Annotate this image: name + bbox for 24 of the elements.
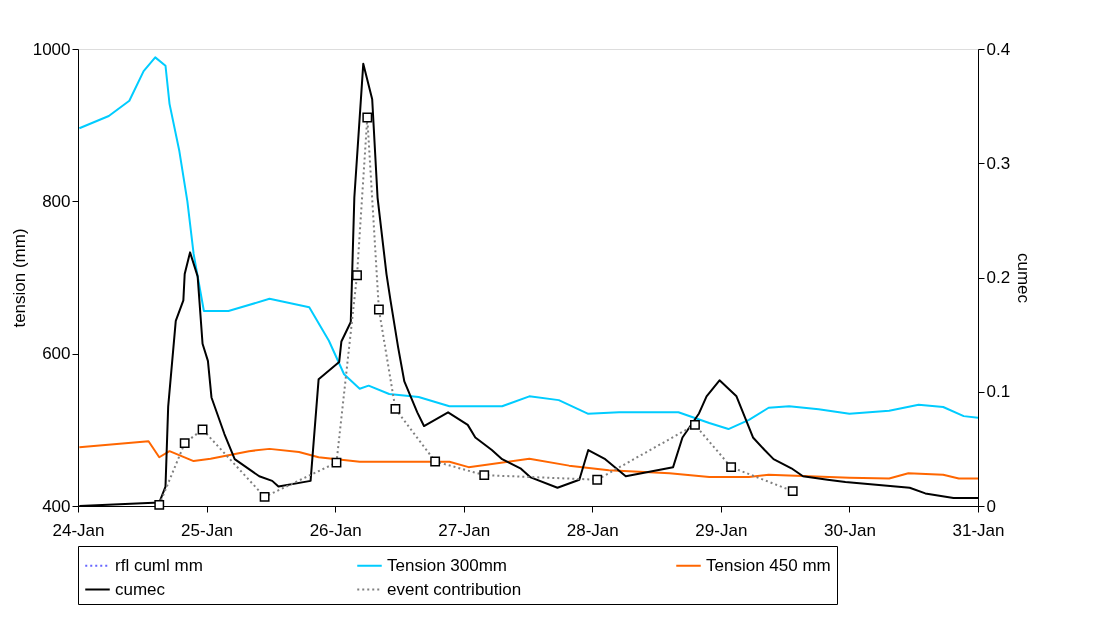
x-tick-label: 24-Jan bbox=[52, 520, 105, 540]
x-tick-label: 30-Jan bbox=[823, 520, 876, 540]
x-tick-label: 26-Jan bbox=[309, 520, 362, 540]
legend-label: Tension 450 mm bbox=[706, 555, 831, 575]
y-tick-label: 400 bbox=[42, 496, 71, 516]
x-tick-label: 25-Jan bbox=[181, 520, 234, 540]
y2-axis-title: cumec bbox=[1014, 252, 1034, 304]
x-tick-label: 31-Jan bbox=[952, 520, 1005, 540]
legend-label: Tension 300mm bbox=[387, 555, 508, 575]
y2-tick-label: 0.2 bbox=[986, 268, 1011, 287]
legend-label: rfl cuml mm bbox=[115, 555, 203, 575]
legend-label: event contribution bbox=[387, 579, 522, 599]
x-tick-label: 29-Jan bbox=[695, 520, 748, 540]
y-axis-title: tension (mm) bbox=[9, 228, 29, 328]
y-tick-label: 600 bbox=[42, 344, 71, 364]
x-tick-label: 27-Jan bbox=[438, 520, 491, 540]
legend-label: cumec bbox=[115, 579, 166, 599]
y2-tick-label: 0.1 bbox=[986, 382, 1011, 402]
x-tick-label: 28-Jan bbox=[566, 520, 619, 540]
y2-tick-label: 0 bbox=[986, 496, 996, 516]
y-tick-label: 1000 bbox=[32, 39, 71, 59]
y-tick-label: 800 bbox=[42, 191, 71, 211]
y2-tick-label: 0.4 bbox=[986, 39, 1011, 59]
y2-tick-label: 0.3 bbox=[986, 153, 1011, 173]
